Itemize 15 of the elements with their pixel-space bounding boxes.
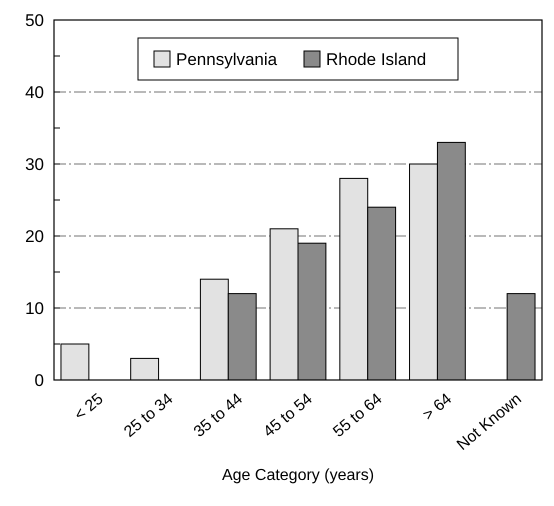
legend-label: Pennsylvania <box>176 50 278 69</box>
x-tick-label: 35 to 44 <box>190 390 246 441</box>
x-tick-label: 55 to 64 <box>330 390 386 441</box>
x-tick-label: < 25 <box>72 390 107 424</box>
y-tick-label: 40 <box>25 82 44 102</box>
y-tick-label: 50 <box>25 10 44 30</box>
x-tick-label: > 64 <box>420 390 456 424</box>
x-tick-label: 45 to 54 <box>260 390 316 441</box>
legend-label: Rhode Island <box>326 50 426 69</box>
x-tick-label: 25 to 34 <box>121 390 176 441</box>
y-tick-label: 0 <box>34 370 44 390</box>
y-tick-label: 10 <box>25 298 44 318</box>
y-tick-label: 20 <box>25 226 44 246</box>
y-tick-label: 30 <box>25 154 44 174</box>
x-axis-title: Age Category (years) <box>222 467 374 484</box>
